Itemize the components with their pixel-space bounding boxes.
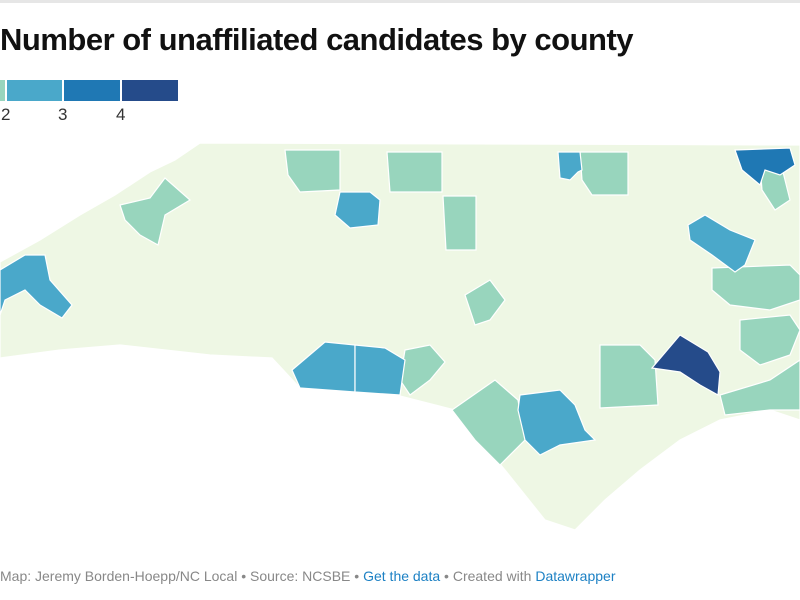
county-level-2 (354, 344, 406, 396)
county-level-1 (739, 314, 800, 366)
footer: Map: Jeremy Borden-Hoepp/NC Local • Sour… (0, 568, 615, 584)
county-level-3 (734, 147, 796, 187)
legend-label-4: 4 (116, 105, 126, 124)
county-level-1 (386, 151, 443, 193)
credit-text: Map: Jeremy Borden-Hoepp/NC Local (0, 568, 238, 584)
legend-swatch-3 (64, 80, 120, 101)
county-level-1 (119, 177, 192, 246)
county-level-2 (557, 151, 583, 181)
state-base (0, 142, 800, 531)
county-level-1 (599, 344, 659, 409)
legend-swatch-1 (0, 80, 5, 101)
county-level-1 (711, 264, 800, 311)
county-level-4 (650, 334, 721, 396)
county-level-2 (687, 214, 756, 273)
datawrapper-link[interactable]: Datawrapper (535, 568, 616, 584)
county-map (0, 142, 800, 531)
chart-title: Number of unaffiliated candidates by cou… (0, 22, 634, 57)
county-level-2 (0, 254, 73, 319)
county-level-1 (464, 279, 506, 326)
county-level-1 (284, 149, 341, 193)
source-text: • Source: NCSBE • (241, 568, 360, 584)
color-legend: 2 3 4 (0, 80, 180, 125)
county-level-2 (517, 389, 597, 456)
legend-swatch-2 (7, 80, 62, 101)
get-the-data-link[interactable]: Get the data (363, 568, 441, 584)
county-level-2 (334, 191, 381, 229)
top-border (0, 0, 800, 3)
created-with-text: • Created with (444, 568, 532, 584)
county-level-1 (579, 151, 629, 196)
county-level-1 (442, 195, 477, 251)
legend-swatch-4 (122, 80, 178, 101)
legend-label-2: 2 (1, 105, 11, 124)
legend-label-3: 3 (58, 105, 68, 124)
county-level-1 (719, 359, 800, 416)
